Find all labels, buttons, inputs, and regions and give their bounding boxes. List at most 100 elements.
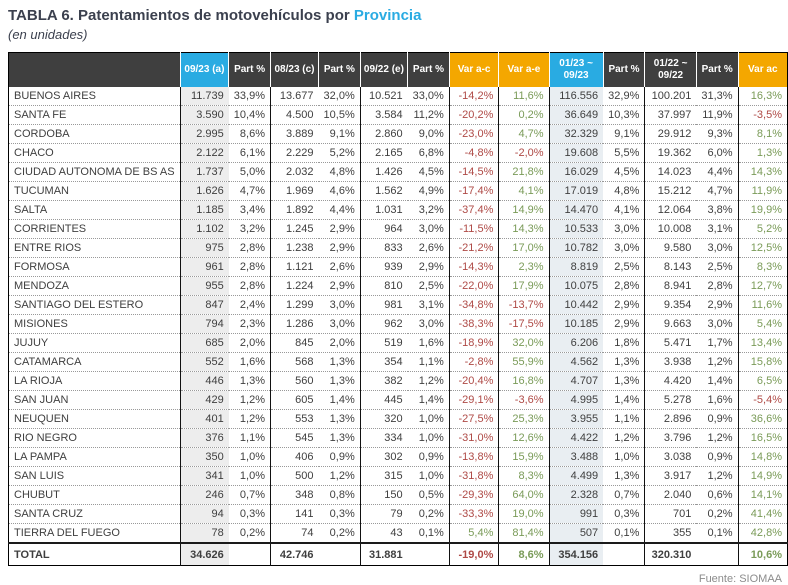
cell-province: CHUBUT [8,485,181,505]
cell-sep22: 3.584 [359,105,408,125]
cell-sep22: 939 [359,257,408,277]
cell-sep22: 2.165 [359,143,408,163]
cell-var-ac: -5,4% [737,390,788,410]
cell-ytd-2022: 320.310 [644,542,697,566]
cell-ytd-2022: 10.008 [644,219,697,239]
cell-ytd-2022-part: 1,2% [696,428,739,448]
cell-var-a-c: -2,8% [448,352,499,372]
cell-var-a-c: -14,3% [448,257,499,277]
cell-ytd-2023: 4.422 [548,428,604,448]
table-row: LA PAMPA 350 1,0% 406 0,9% 302 0,9% -13,8% 15,9%… [8,447,788,467]
cell-sep23-part: 1,0% [228,466,271,486]
cell-sep22: 334 [359,428,408,448]
table-row: CIUDAD AUTONOMA DE BS AS 1.737 5,0% 2.032 4,… [8,162,788,182]
cell-sep22: 1.426 [359,162,408,182]
cell-province: TUCUMAN [8,181,181,201]
cell-sep23-part: 5,0% [228,162,271,182]
cell-ytd-2022: 5.471 [644,333,697,353]
cell-ytd-2023: 10.185 [548,314,604,334]
cell-ytd-2023: 2.328 [548,485,604,505]
cell-sep23-part: 3,2% [228,219,271,239]
cell-aug23: 2.032 [269,162,319,182]
table-row: SAN JUAN 429 1,2% 605 1,4% 445 1,4% -29,1% -3,6%… [8,390,788,410]
cell-aug23-part: 1,2% [318,466,361,486]
page-title-highlight: Provincia [353,7,422,24]
cell-ytd-2022: 12.064 [644,200,697,220]
col-header-aug23-part: Part % [318,52,361,87]
cell-ytd-2022-part: 1,6% [696,390,739,410]
cell-var-a-c: -33,3% [448,504,499,524]
cell-province: CORRIENTES [8,219,181,239]
cell-var-a-e: 14,9% [498,200,550,220]
cell-var-a-c: -29,1% [448,390,499,410]
cell-sep22-part: 9,0% [407,124,450,144]
cell-ytd-2022: 9.354 [644,295,697,315]
cell-var-ac: 10,6% [737,542,788,566]
cell-ytd-2023-part: 9,1% [603,124,645,144]
cell-ytd-2022-part: 2,9% [696,295,739,315]
cell-aug23-part [318,542,361,566]
cell-aug23: 1.224 [269,276,319,296]
cell-ytd-2023: 991 [548,504,604,524]
cell-var-a-e: 0,2% [498,105,550,125]
cell-sep22: 320 [359,409,408,429]
cell-var-ac: 1,3% [737,143,788,163]
cell-sep22-part: 3,0% [407,314,450,334]
cell-aug23-part: 3,0% [318,314,361,334]
cell-aug23-part: 4,6% [318,181,361,201]
cell-sep23: 2.995 [179,124,229,144]
cell-ytd-2022-part: 1,2% [696,466,739,486]
cell-var-ac: 12,5% [737,238,788,258]
cell-ytd-2023-part: 10,3% [603,105,645,125]
cell-var-a-c: -13,8% [448,447,499,467]
cell-aug23: 1.286 [269,314,319,334]
cell-var-a-c: -23,0% [448,124,499,144]
cell-ytd-2023-part: 2,5% [603,257,645,277]
cell-ytd-2023-part: 1,4% [603,390,645,410]
cell-var-a-e: 81,4% [498,523,550,544]
cell-province: TIERRA DEL FUEGO [8,523,181,544]
cell-aug23: 4.500 [269,105,319,125]
cell-province: CHACO [8,143,181,163]
cell-ytd-2023: 354.156 [548,542,604,566]
cell-aug23: 845 [269,333,319,353]
cell-ytd-2023-part: 2,9% [603,295,645,315]
cell-aug23: 545 [269,428,319,448]
cell-ytd-2022-part: 4,4% [696,162,739,182]
cell-aug23-part: 0,3% [318,504,361,524]
cell-sep23: 847 [179,295,229,315]
cell-sep23: 376 [179,428,229,448]
cell-var-a-e: 21,8% [498,162,550,182]
cell-ytd-2023-part: 4,8% [603,181,645,201]
cell-sep22: 10.521 [359,87,408,106]
cell-ytd-2023: 3.955 [548,409,604,429]
patentamientos-table: 09/23 (a) Part % 08/23 (c) Part % 09/22 (e) P… [8,52,788,566]
cell-aug23-part: 32,0% [318,87,361,106]
cell-sep22: 1.031 [359,200,408,220]
table-row: CORRIENTES 1.102 3,2% 1.245 2,9% 964 3,0% -11,5… [8,219,788,239]
cell-ytd-2023: 17.019 [548,181,604,201]
cell-province: SANTA FE [8,105,181,125]
cell-province: MENDOZA [8,276,181,296]
cell-var-a-c: -38,3% [448,314,499,334]
cell-sep22: 31.881 [359,542,408,566]
cell-aug23: 348 [269,485,319,505]
table-row: SANTA CRUZ 94 0,3% 141 0,3% 79 0,2% -33,3% 19,0%… [8,504,788,524]
cell-aug23: 42.746 [269,542,319,566]
source-caption: Fuente: SIOMAA [698,573,782,585]
cell-aug23-part: 5,2% [318,143,361,163]
cell-sep22-part: 11,2% [407,105,450,125]
col-header-sep22: 09/22 (e) [360,52,409,87]
cell-ytd-2023-part: 4,5% [603,162,645,182]
cell-sep22-part: 0,9% [407,447,450,467]
cell-ytd-2023: 4.499 [548,466,604,486]
cell-province: CATAMARCA [8,352,181,372]
table-row: SALTA 1.185 3,4% 1.892 4,4% 1.031 3,2% -37,4% 14… [8,200,788,220]
cell-ytd-2022: 100.201 [644,87,697,106]
cell-ytd-2023-part: 0,1% [603,523,645,544]
cell-var-a-e: 25,3% [498,409,550,429]
cell-sep22: 302 [359,447,408,467]
cell-ytd-2022: 37.997 [644,105,697,125]
cell-sep23-part: 2,3% [228,314,271,334]
cell-sep22-part: 1,0% [407,428,450,448]
